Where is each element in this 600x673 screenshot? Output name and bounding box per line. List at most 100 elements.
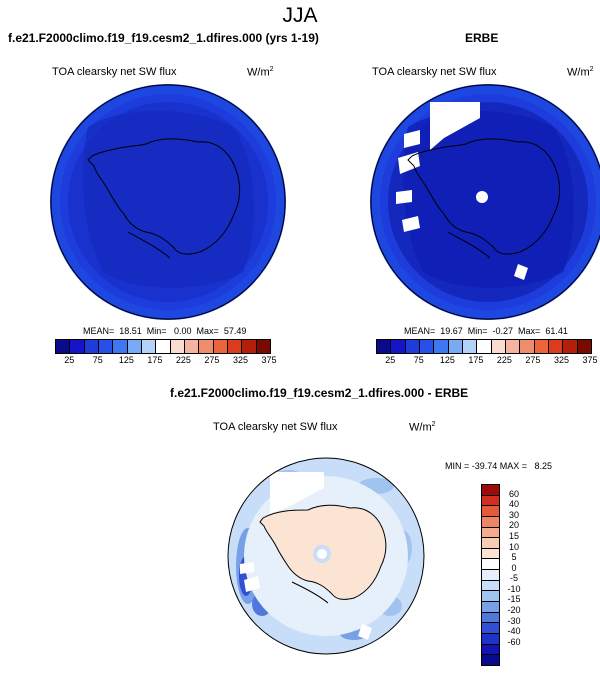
left-colorbar-swatch	[141, 340, 157, 353]
diff-colorbar-swatch	[482, 527, 499, 539]
right-colorbar-swatch	[462, 340, 478, 353]
right-colorbar-tick-label: 75	[413, 355, 424, 365]
left-units: W/m2	[247, 66, 274, 79]
diff-antarctica-outline	[259, 504, 387, 604]
right-units: W/m2	[567, 66, 594, 79]
right-antarctica-outline	[407, 138, 561, 259]
diff-colorbar-swatch	[482, 495, 499, 507]
diff-colorbar	[481, 484, 500, 666]
right-colorbar-swatch	[491, 340, 506, 353]
diff-colorbar-ticks: 60 40 30 20 15 10 5 0 -5 -10 -15 -20 -30 -40 -60	[502, 484, 532, 666]
right-colorbar-swatch	[419, 340, 435, 353]
left-colorbar-swatch	[242, 340, 257, 353]
right-colorbar-swatch	[377, 340, 392, 353]
diff-colorbar-swatch	[482, 612, 499, 624]
diff-map	[227, 457, 425, 655]
right-colorbar	[376, 339, 592, 354]
left-colorbar-swatch	[98, 340, 114, 353]
right-colorbar-tick-label: 25	[385, 355, 396, 365]
diff-stats: MIN = -39.74 MAX = 8.25	[445, 461, 553, 471]
diff-colorbar-swatch	[482, 644, 499, 656]
right-colorbar-swatch	[548, 340, 564, 353]
diff-colorbar-tick-label: -20	[507, 605, 521, 616]
diff-variable-label: TOA clearsky net SW flux	[213, 421, 338, 433]
left-colorbar-swatch	[84, 340, 99, 353]
right-case-title: ERBE	[465, 31, 499, 45]
left-colorbar-tick-label: 25	[64, 355, 75, 365]
right-colorbar-swatch	[434, 340, 449, 353]
right-colorbar-swatch	[391, 340, 406, 353]
left-colorbar-swatch	[127, 340, 142, 353]
diff-colorbar-swatch	[482, 602, 499, 613]
right-colorbar-tick-label: 225	[496, 355, 512, 365]
left-colorbar-tick-label: 375	[261, 355, 277, 365]
diff-colorbar-tick-label: -10	[507, 583, 521, 594]
diff-colorbar-tick-label: 15	[508, 530, 519, 541]
right-colorbar-tick-label: 125	[439, 355, 455, 365]
right-colorbar-tick-label: 375	[582, 355, 598, 365]
right-colorbar-swatch	[520, 340, 535, 353]
left-colorbar-swatch	[227, 340, 243, 353]
right-map	[370, 84, 600, 320]
diff-colorbar-swatch	[482, 485, 499, 496]
diff-colorbar-swatch	[482, 655, 499, 665]
diff-colorbar-tick-label: 10	[508, 541, 519, 552]
left-colorbar-swatch	[70, 340, 85, 353]
left-colorbar-tick-label: 75	[92, 355, 103, 365]
diff-case-title: f.e21.F2000climo.f19_f19.cesm2_1.dfires.…	[170, 386, 469, 400]
right-colorbar-tick-label: 275	[525, 355, 541, 365]
diff-colorbar-swatch	[482, 633, 499, 645]
diff-colorbar-swatch	[482, 623, 499, 634]
right-colorbar-swatch	[405, 340, 420, 353]
left-stats: MEAN= 18.51 Min= 0.00 Max= 57.49	[83, 326, 247, 336]
left-colorbar-swatch	[156, 340, 171, 353]
left-map	[50, 84, 286, 320]
right-colorbar-tick-label: 175	[468, 355, 484, 365]
left-colorbar-swatch	[56, 340, 71, 353]
diff-colorbar-swatch	[482, 506, 499, 517]
left-colorbar-tick-label: 325	[232, 355, 248, 365]
left-colorbar-tick-label: 275	[204, 355, 220, 365]
left-colorbar-ticks: 25 75 125 175 225 275 325 375	[55, 355, 276, 367]
diff-colorbar-tick-label: -30	[507, 615, 521, 626]
diff-colorbar-tick-label: 20	[508, 520, 519, 531]
diff-colorbar-swatch	[482, 580, 499, 592]
left-colorbar-swatch	[256, 340, 270, 353]
diff-colorbar-tick-label: -5	[509, 573, 518, 584]
right-colorbar-tick-label: 325	[553, 355, 569, 365]
right-colorbar-swatch	[577, 340, 591, 353]
left-colorbar-swatch	[213, 340, 228, 353]
left-antarctica-outline	[87, 138, 241, 259]
page-title: JJA	[282, 4, 318, 27]
left-variable-label: TOA clearsky net SW flux	[52, 66, 177, 78]
diff-colorbar-swatch	[482, 538, 499, 549]
right-colorbar-swatch	[477, 340, 492, 353]
right-colorbar-swatch	[563, 340, 578, 353]
left-colorbar-tick-label: 125	[118, 355, 134, 365]
diff-colorbar-tick-label: 5	[511, 552, 517, 563]
right-colorbar-swatch	[448, 340, 463, 353]
diff-colorbar-tick-label: -15	[507, 594, 521, 605]
left-colorbar-swatch	[170, 340, 185, 353]
diff-colorbar-tick-label: -40	[507, 626, 521, 637]
left-colorbar-swatch	[113, 340, 128, 353]
diff-colorbar-tick-label: 30	[508, 509, 519, 520]
diff-units: W/m2	[409, 421, 436, 434]
right-colorbar-ticks: 25 75 125 175 225 275 325 375	[376, 355, 597, 367]
diff-colorbar-swatch	[482, 559, 499, 571]
right-variable-label: TOA clearsky net SW flux	[372, 66, 497, 78]
right-colorbar-swatch	[505, 340, 521, 353]
diff-colorbar-swatch	[482, 570, 499, 581]
left-case-title: f.e21.F2000climo.f19_f19.cesm2_1.dfires.…	[8, 31, 319, 45]
left-colorbar-swatch	[199, 340, 214, 353]
left-colorbar-tick-label: 225	[175, 355, 191, 365]
diff-colorbar-swatch	[482, 548, 499, 560]
diff-colorbar-tick-label: -60	[507, 636, 521, 647]
diff-colorbar-swatch	[482, 516, 499, 528]
diff-colorbar-swatch	[482, 591, 499, 603]
diff-colorbar-tick-label: 40	[508, 499, 519, 510]
left-colorbar-swatch	[184, 340, 200, 353]
diff-colorbar-tick-label: 60	[508, 488, 519, 499]
left-colorbar-tick-label: 175	[147, 355, 163, 365]
right-stats: MEAN= 19.67 Min= -0.27 Max= 61.41	[404, 326, 568, 336]
